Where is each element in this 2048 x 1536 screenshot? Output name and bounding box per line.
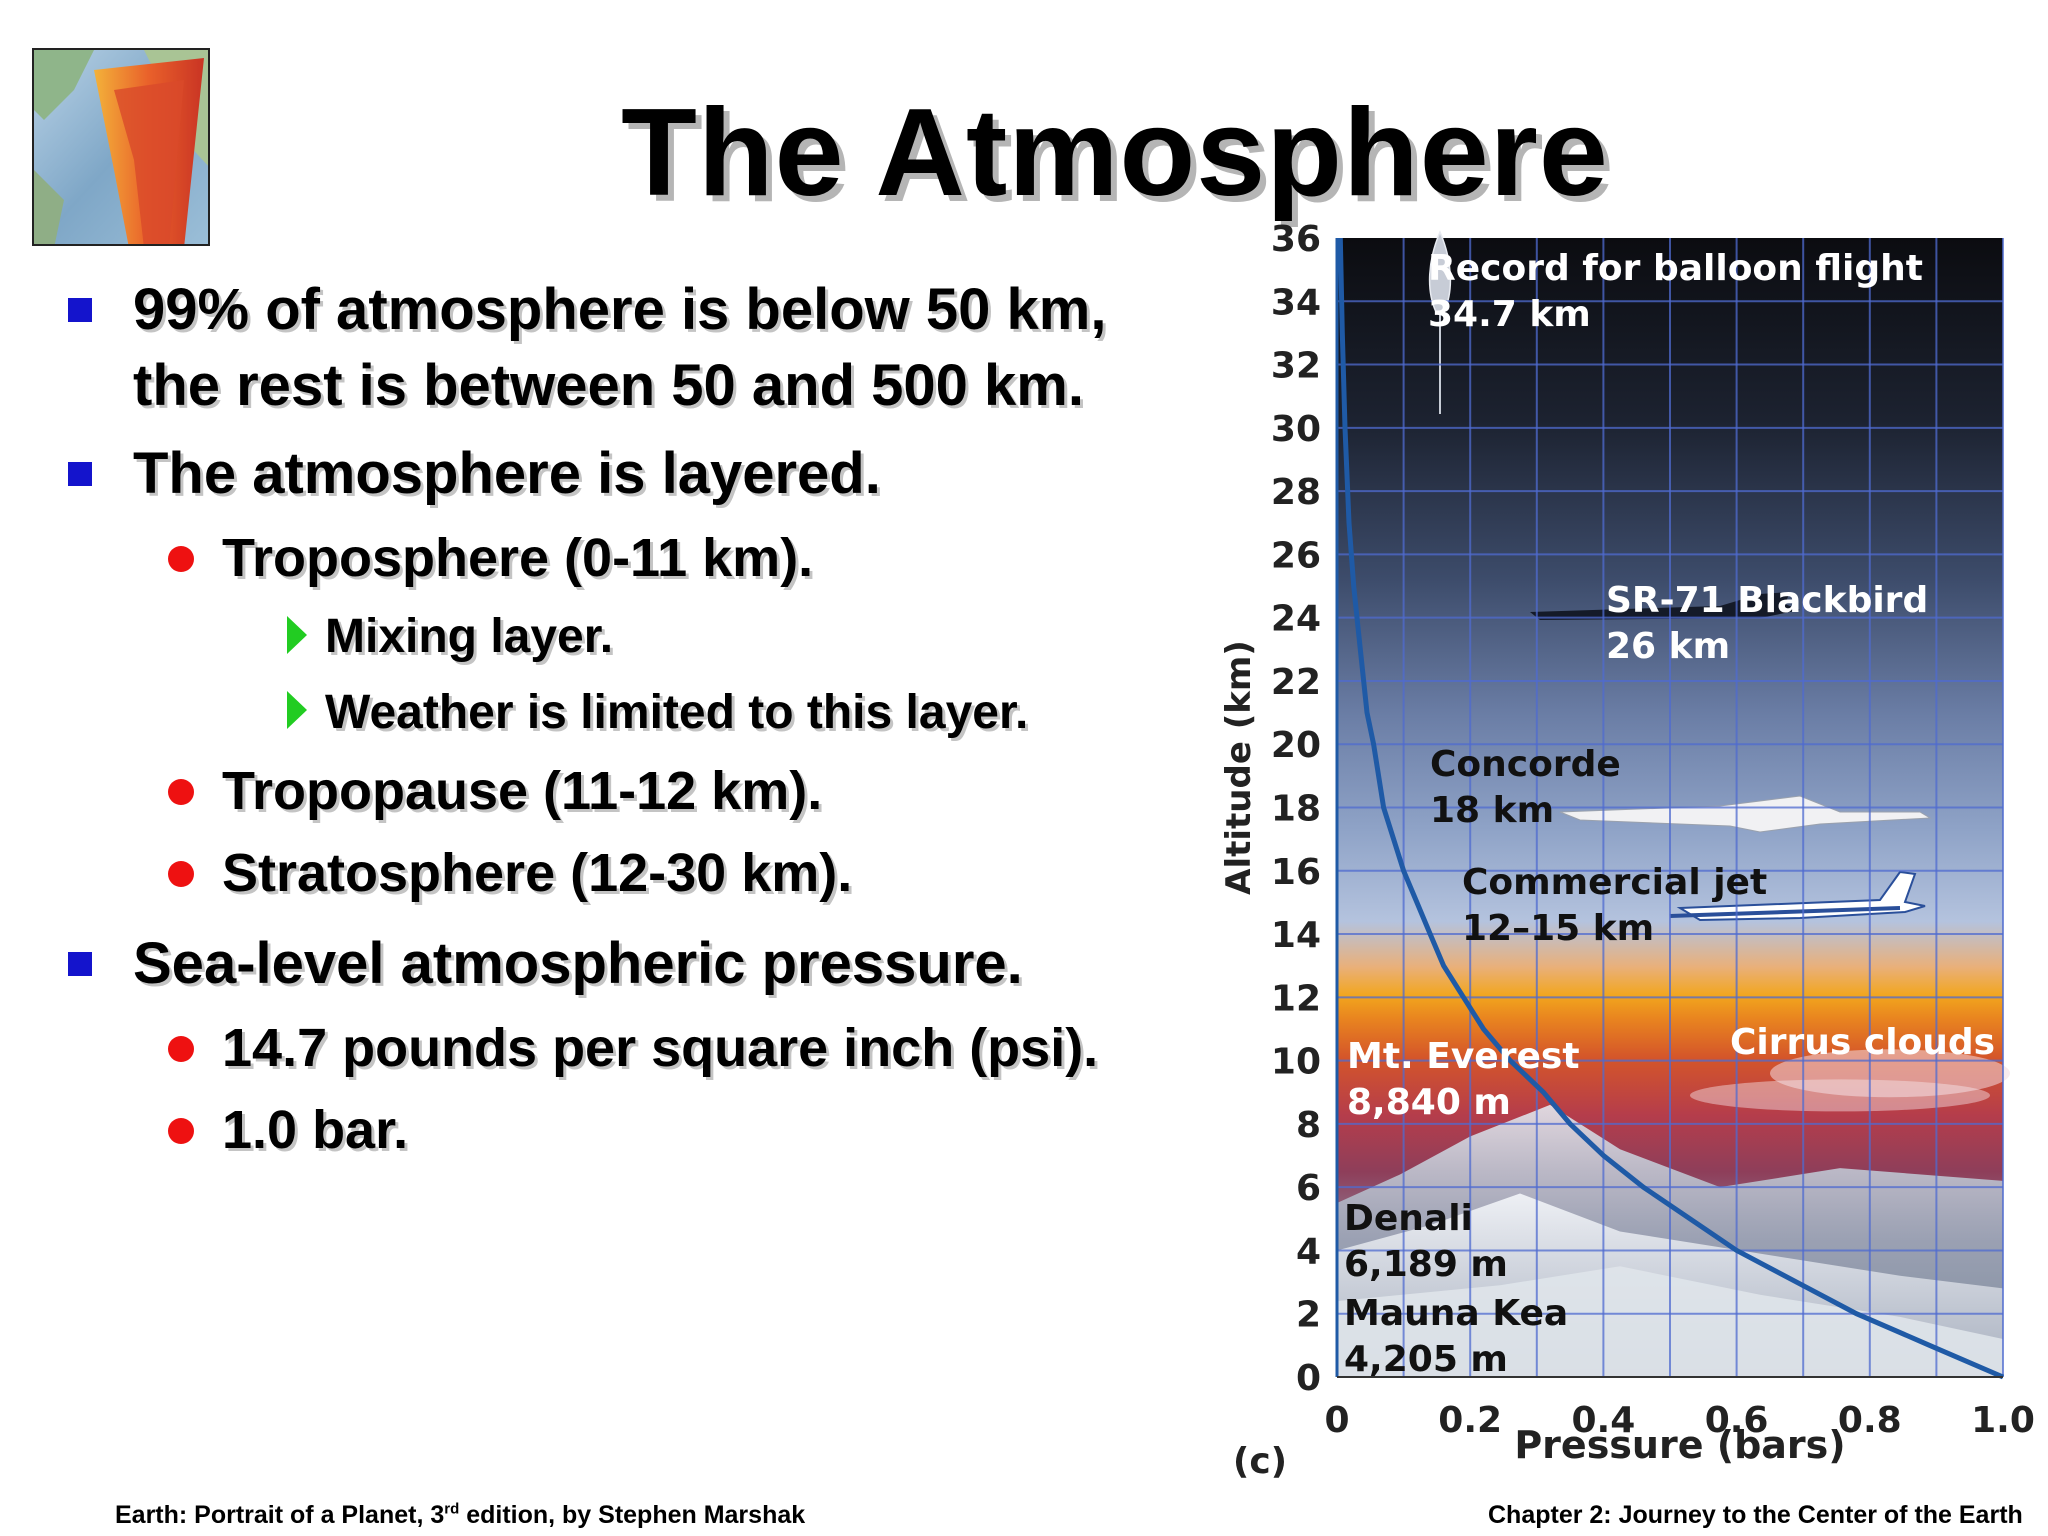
bullet-square-marker	[68, 952, 92, 976]
chart-svg: Record for balloon flight 34.7 km SR-71 Bl…	[1219, 219, 2035, 1482]
annotation-label: 34.7 km	[1428, 294, 1591, 335]
annotation-label: Mauna Kea	[1344, 1293, 1568, 1334]
bullet-item: The atmosphere is layered.	[133, 441, 881, 506]
y-tick-label: 0	[1296, 1358, 1321, 1399]
jet-stripe	[1669, 906, 1901, 918]
pressure-curve	[1337, 237, 2004, 1380]
bullet-dot-marker	[168, 1036, 194, 1062]
bullet-square-marker	[68, 462, 92, 486]
y-tick-label: 22	[1271, 662, 1321, 703]
bullet-item: 14.7 pounds per square inch (psi).	[222, 1018, 1099, 1078]
annotation-label: Denali	[1344, 1198, 1473, 1239]
bullet-item: Troposphere (0-11 km).	[222, 528, 814, 588]
x-tick-label: 0.2	[1438, 1400, 1502, 1441]
annotation-label: 4,205 m	[1344, 1339, 1508, 1380]
y-tick-label: 4	[1296, 1231, 1321, 1272]
annotation-label: 26 km	[1606, 626, 1730, 667]
bullet-item: Stratosphere (12-30 km).	[222, 843, 853, 903]
bullet-list: 99% of atmosphere is below 50 km, the re…	[0, 0, 1200, 1200]
cirrus-cloud	[1690, 1079, 1990, 1112]
y-tick-label: 26	[1271, 535, 1321, 576]
annotation-label: 12–15 km	[1462, 908, 1654, 949]
bullet-square-marker	[68, 298, 92, 322]
y-tick-label: 18	[1271, 789, 1321, 830]
annotation-label: 18 km	[1430, 790, 1554, 831]
y-tick-label: 28	[1271, 472, 1321, 513]
bullet-triangle-marker	[287, 616, 307, 654]
bullet-dot-marker	[168, 779, 194, 805]
sr71-icon	[1530, 592, 1800, 620]
bullet-item: Mixing layer.	[325, 610, 614, 663]
y-tick-label: 32	[1271, 346, 1321, 387]
annotation-label: Concorde	[1430, 744, 1621, 785]
y-tick-label: 36	[1271, 219, 1321, 260]
bullet-triangle-marker	[287, 691, 307, 729]
annotation-label: Record for balloon flight	[1428, 248, 1923, 289]
x-tick-label: 0.8	[1838, 1400, 1902, 1441]
x-tick-label: 0.4	[1572, 1400, 1636, 1441]
y-tick-label: 10	[1271, 1042, 1321, 1083]
footer-citation-pre: Earth: Portrait of a Planet, 3	[115, 1501, 445, 1529]
bullet-item: Tropopause (11-12 km).	[222, 761, 823, 821]
book-logo	[32, 48, 210, 246]
x-axis-title: Pressure (bars)	[1514, 1423, 1845, 1467]
footer-citation-post: edition, by Stephen Marshak	[459, 1501, 806, 1529]
bullet-dot-marker	[168, 1118, 194, 1144]
annotation-label: Mt. Everest	[1347, 1036, 1580, 1077]
annotation-label: Commercial jet	[1462, 862, 1767, 903]
y-axis-title: Altitude (km)	[1219, 640, 1259, 895]
annotation-label: SR-71 Blackbird	[1606, 580, 1928, 621]
y-tick-label: 20	[1271, 725, 1321, 766]
footer-citation: Earth: Portrait of a Planet, 3rd edition…	[115, 1500, 805, 1530]
annotation-label: 8,840 m	[1347, 1082, 1511, 1123]
panel-label: (c)	[1233, 1441, 1287, 1482]
footer-citation-sup: rd	[444, 1500, 460, 1518]
x-tick-label: 0	[1324, 1400, 1349, 1441]
y-tick-label: 16	[1271, 852, 1321, 893]
y-tick-label: 30	[1271, 409, 1321, 450]
x-tick-label: 0.6	[1705, 1400, 1769, 1441]
y-tick-label: 2	[1296, 1295, 1321, 1336]
altitude-pressure-chart: Record for balloon flight 34.7 km SR-71 Bl…	[1200, 200, 2048, 1510]
annotation-label: 6,189 m	[1344, 1244, 1508, 1285]
bullet-dot-marker	[168, 546, 194, 572]
y-tick-label: 8	[1296, 1105, 1321, 1146]
bullet-item: Weather is limited to this layer.	[325, 686, 1029, 739]
bullet-dot-marker	[168, 861, 194, 887]
bullet-item: Sea-level atmospheric pressure.	[133, 931, 1023, 996]
bullet-item: the rest is between 50 and 500 km.	[133, 353, 1084, 418]
y-tick-label: 34	[1271, 282, 1321, 323]
y-tick-label: 24	[1271, 599, 1321, 640]
earth-cross-section-icon	[34, 50, 208, 244]
x-tick-label: 1.0	[1971, 1400, 2035, 1441]
bullet-item: 99% of atmosphere is below 50 km,	[133, 277, 1107, 342]
y-tick-label: 6	[1296, 1168, 1321, 1209]
annotation-label: Cirrus clouds	[1730, 1022, 1995, 1063]
slide-title: The Atmosphere	[621, 84, 1609, 222]
bullet-item: 1.0 bar.	[222, 1100, 409, 1160]
y-tick-label: 12	[1271, 978, 1321, 1019]
concorde-icon	[1559, 795, 1932, 833]
y-tick-label: 14	[1271, 915, 1321, 956]
footer-chapter: Chapter 2: Journey to the Center of the …	[1488, 1501, 2023, 1529]
